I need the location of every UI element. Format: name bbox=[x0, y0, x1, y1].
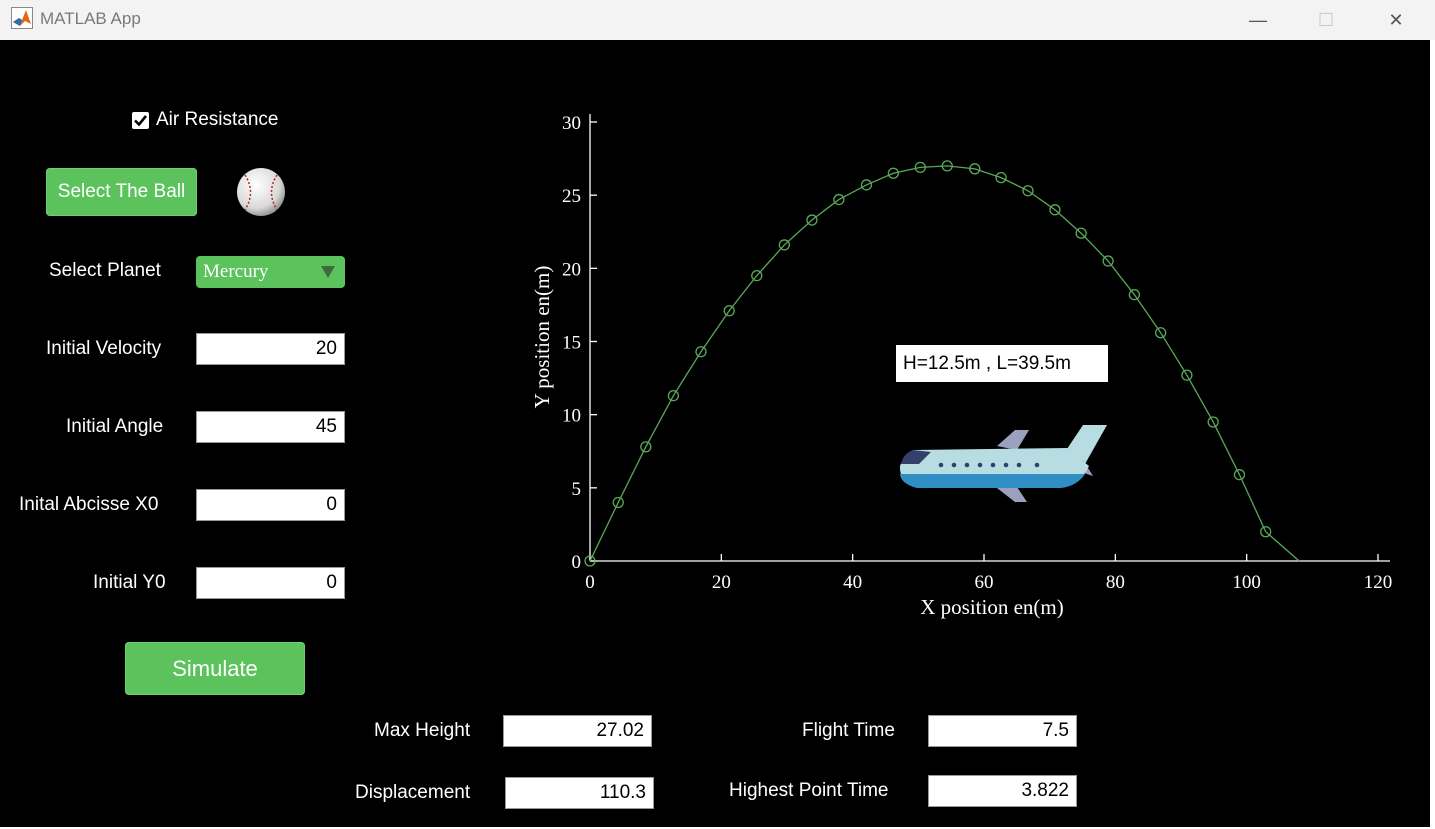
window-edge bbox=[1430, 40, 1435, 829]
select-ball-button[interactable]: Select The Ball bbox=[46, 168, 197, 216]
y-tick-label: 20 bbox=[562, 259, 581, 280]
close-button[interactable]: ✕ bbox=[1388, 9, 1404, 30]
select-planet-label: Select Planet bbox=[49, 260, 161, 281]
initial-y0-field[interactable]: 0 bbox=[196, 567, 345, 599]
trajectory-point bbox=[640, 441, 652, 453]
displacement-label: Displacement bbox=[355, 782, 471, 803]
y-tick-label: 30 bbox=[562, 113, 581, 134]
planet-dropdown[interactable]: Mercury bbox=[196, 256, 345, 288]
trajectory-point bbox=[1075, 227, 1087, 239]
air-resistance-checkbox[interactable] bbox=[132, 112, 149, 129]
initial-velocity-label: Initial Velocity bbox=[46, 338, 162, 359]
trajectory-point bbox=[914, 161, 926, 174]
max-height-field[interactable]: 27.02 bbox=[503, 715, 652, 747]
y-tick-label: 15 bbox=[562, 333, 581, 354]
checkmark-icon bbox=[134, 115, 148, 127]
air-resistance-label: Air Resistance bbox=[156, 109, 279, 130]
trajectory-point bbox=[1207, 416, 1219, 428]
trajectory-point bbox=[833, 193, 845, 206]
x-tick-label: 60 bbox=[975, 572, 994, 593]
trajectory-point bbox=[995, 171, 1007, 184]
flight-time-label: Flight Time bbox=[802, 720, 895, 741]
y-tick-label: 25 bbox=[562, 186, 581, 207]
x-tick-label: 100 bbox=[1232, 572, 1261, 593]
displacement-field[interactable]: 110.3 bbox=[505, 777, 654, 809]
initial-angle-label: Initial Angle bbox=[66, 416, 164, 437]
x-tick-label: 20 bbox=[712, 572, 731, 593]
plot-axes bbox=[589, 114, 1390, 562]
maximize-button[interactable]: ☐ bbox=[1317, 9, 1335, 30]
initial-y0-label: Initial Y0 bbox=[93, 572, 166, 593]
y-axis-label: Y position en(m) bbox=[530, 266, 554, 409]
baseball-icon[interactable] bbox=[236, 167, 286, 217]
app-canvas: Air Resistance Select The Ball Select Pl… bbox=[0, 40, 1430, 827]
dropdown-arrow-icon bbox=[321, 266, 335, 278]
trajectory-point bbox=[751, 269, 763, 282]
trajectory-point bbox=[1128, 289, 1141, 301]
trajectory-point bbox=[612, 496, 624, 509]
trajectory-point bbox=[860, 179, 873, 191]
window-title: MATLAB App bbox=[40, 9, 141, 28]
y-tick-label: 5 bbox=[572, 479, 582, 500]
trajectory-point bbox=[584, 555, 596, 567]
simulate-button[interactable]: Simulate bbox=[125, 642, 305, 695]
x-axis-label: X position en(m) bbox=[920, 595, 1063, 619]
highest-point-time-field[interactable]: 3.822 bbox=[928, 775, 1077, 807]
x-tick-label: 40 bbox=[843, 572, 862, 593]
plot-ticks: 0 20 40 60 80 100 120 0 5 10 15 20 25 30 bbox=[562, 113, 1392, 593]
trajectory-point bbox=[969, 163, 981, 175]
minimize-button[interactable]: — bbox=[1249, 9, 1267, 30]
initial-angle-field[interactable]: 45 bbox=[196, 411, 345, 443]
trajectory-point bbox=[806, 214, 818, 226]
planet-dropdown-value: Mercury bbox=[203, 261, 269, 282]
trajectory-point bbox=[1181, 369, 1193, 381]
initial-x0-label: Inital Abcisse X0 bbox=[19, 494, 159, 515]
x-tick-label: 120 bbox=[1364, 572, 1393, 593]
trajectory-point bbox=[1102, 255, 1114, 267]
trajectory-point bbox=[1022, 185, 1034, 197]
title-bar: MATLAB App — ☐ ✕ bbox=[0, 0, 1435, 40]
trajectory-plot[interactable]: 0 20 40 60 80 100 120 0 5 10 15 20 25 30 X position e… bbox=[0, 40, 1430, 660]
highest-point-time-label: Highest Point Time bbox=[729, 780, 889, 801]
trajectory-point bbox=[1154, 327, 1167, 339]
x-tick-label: 80 bbox=[1106, 572, 1125, 593]
initial-x0-field[interactable]: 0 bbox=[196, 489, 345, 521]
trajectory-point bbox=[941, 160, 953, 172]
matlab-logo-icon bbox=[11, 7, 33, 29]
trajectory-point bbox=[723, 305, 735, 317]
trajectory-point bbox=[695, 346, 707, 358]
trajectory-point bbox=[1049, 204, 1061, 216]
trajectory-point bbox=[1260, 526, 1272, 538]
y-tick-label: 0 bbox=[572, 552, 582, 573]
initial-velocity-field[interactable]: 20 bbox=[196, 333, 345, 365]
trajectory-point bbox=[778, 239, 791, 251]
trajectory-point bbox=[1233, 469, 1246, 481]
trajectory-point bbox=[887, 167, 900, 179]
plot-series bbox=[584, 160, 1300, 567]
max-height-label: Max Height bbox=[374, 720, 471, 741]
airplane-icon bbox=[899, 425, 1107, 502]
x-tick-label: 0 bbox=[585, 572, 595, 593]
flight-time-field[interactable]: 7.5 bbox=[928, 715, 1077, 747]
y-tick-label: 10 bbox=[562, 406, 581, 427]
trajectory-annotation: H=12.5m , L=39.5m bbox=[896, 345, 1108, 382]
trajectory-line bbox=[589, 165, 1300, 562]
trajectory-point bbox=[667, 389, 680, 402]
